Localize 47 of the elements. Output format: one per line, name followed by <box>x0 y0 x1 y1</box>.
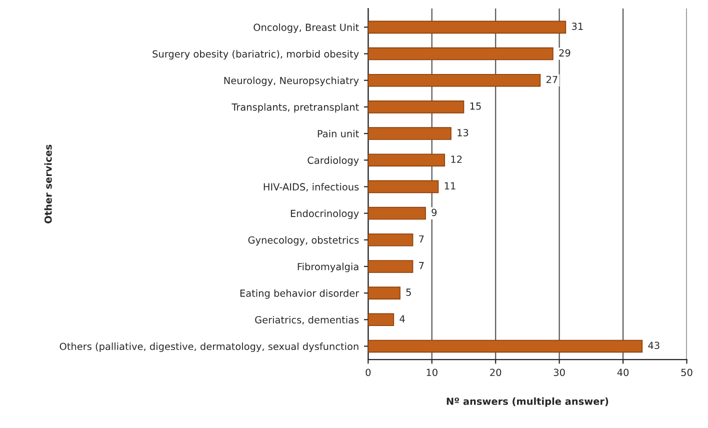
bar <box>368 127 452 140</box>
y-tick-label: Others (palliative, digestive, dermatology, sexual dysfunction <box>60 342 358 352</box>
data-label: 29 <box>559 49 570 57</box>
y-tick-label: Endocrinology <box>290 210 359 219</box>
x-tick-label: 40 <box>617 368 629 376</box>
data-label: 5 <box>406 288 411 296</box>
x-tick-label: 0 <box>366 368 371 376</box>
data-label: 13 <box>458 128 468 136</box>
y-tick-label: Cardiology <box>308 156 359 166</box>
x-tick-label: 50 <box>681 368 692 376</box>
x-tick-label: 30 <box>554 368 565 376</box>
data-label: 9 <box>432 208 437 216</box>
x-axis-title: Nº answers (multiple answer) <box>446 397 608 407</box>
data-label: 27 <box>546 76 558 84</box>
y-tick-label: Pain unit <box>318 130 359 138</box>
data-label: 4 <box>400 315 405 322</box>
y-tick-label: Neurology, Neuropsychiatry <box>224 76 359 86</box>
y-tick-label: Fibromyalgia <box>298 262 358 272</box>
y-tick-label: Surgery obesity (bariatric), morbid obesity <box>152 50 359 60</box>
data-label: 43 <box>648 342 660 350</box>
bar <box>368 286 400 300</box>
data-label: 31 <box>572 22 583 30</box>
data-label: 7 <box>419 262 424 270</box>
y-tick-label: Transplants, pretransplant <box>232 103 359 113</box>
bar <box>368 180 439 194</box>
bar <box>368 260 414 273</box>
bar <box>368 313 394 326</box>
data-label: 7 <box>419 235 424 243</box>
x-tick-label: 10 <box>426 368 438 376</box>
data-label: 15 <box>470 102 481 110</box>
y-tick-label: Geriatrics, dementias <box>255 316 359 324</box>
bar <box>368 47 554 60</box>
bar <box>368 74 541 87</box>
bar <box>368 340 643 353</box>
y-tick-label: Eating behavior disorder <box>240 289 360 299</box>
y-tick-label: HIV-AIDS, infectious <box>264 183 359 192</box>
y-tick-label: Gynecology, obstetrics <box>248 236 359 246</box>
y-tick-label: Oncology, Breast Unit <box>254 23 359 33</box>
bar <box>368 100 464 114</box>
data-label: 11 <box>444 182 456 190</box>
bar <box>368 154 446 167</box>
y-axis-title: Other services <box>44 144 52 224</box>
x-tick-label: 20 <box>490 368 502 376</box>
bar <box>368 206 426 220</box>
data-label: 12 <box>451 156 462 163</box>
bar <box>368 233 414 246</box>
bar <box>368 20 566 34</box>
